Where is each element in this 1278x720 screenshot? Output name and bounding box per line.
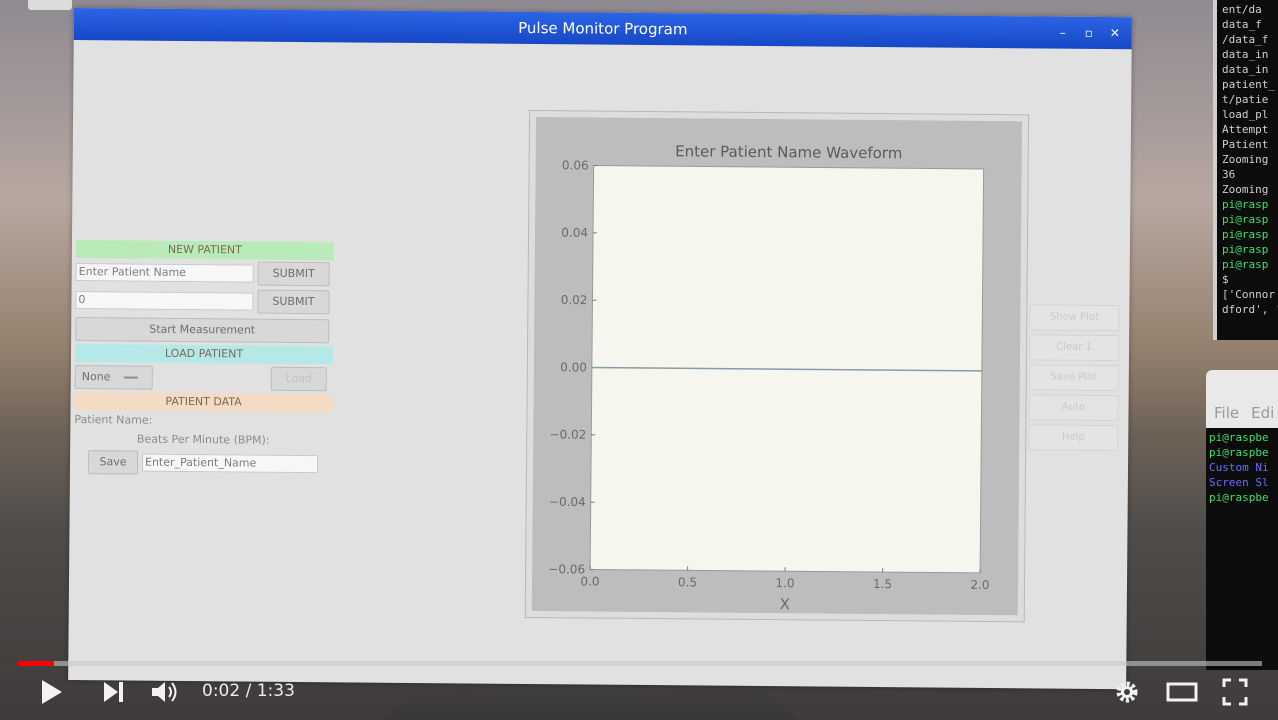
terminal-line: pi@rasp: [1222, 258, 1269, 271]
submit-id-button[interactable]: SUBMIT: [257, 289, 330, 315]
x-tick-label: 0.5: [678, 575, 697, 589]
terminal-line: pi@raspbe: [1209, 431, 1269, 444]
y-tick-label: 0.02: [561, 293, 588, 307]
load-patient-header: LOAD PATIENT: [74, 344, 334, 365]
patient-select[interactable]: None: [74, 365, 153, 390]
y-tick-label: 0.06: [562, 158, 589, 172]
bpm-label: Beats Per Minute (BPM):: [136, 432, 270, 447]
window-title: Pulse Monitor Program: [518, 18, 688, 39]
start-measurement-button[interactable]: Start Measurement: [75, 317, 330, 344]
terminal-line: dford', ': [1222, 303, 1278, 316]
terminal-line: data_in: [1222, 63, 1269, 76]
video-controls: 0:02 / 1:33: [0, 668, 1278, 720]
terminal-line: data_in: [1222, 48, 1269, 61]
settings-gear-icon[interactable]: [1114, 678, 1140, 706]
maximize-icon[interactable]: ▫: [1084, 25, 1093, 40]
save-filename-input[interactable]: Enter_Patient_Name: [141, 453, 319, 474]
new-patient-header: NEW PATIENT: [75, 240, 334, 261]
patient-select-value: None: [81, 370, 111, 384]
terminal-line: 36: [1222, 168, 1236, 181]
patient-id-input[interactable]: 0: [75, 291, 254, 311]
volume-icon[interactable]: [150, 678, 182, 706]
plot-toolbar: Show Plot Clear 1 Save Plot Auto Help: [1028, 304, 1120, 455]
terminal-output: pi@raspbe pi@raspbe Custom Ni Screen Sl pi@r…: [1206, 428, 1278, 505]
terminal-line: ['Connor: [1222, 288, 1275, 301]
terminal-line: Screen Sl: [1209, 476, 1269, 489]
close-icon[interactable]: ✕: [1109, 26, 1120, 41]
load-button[interactable]: Load: [270, 366, 327, 392]
x-tick-label: 2.0: [970, 578, 989, 592]
terminal-menu-file[interactable]: File: [1214, 404, 1240, 422]
corner-tab: [28, 0, 72, 10]
terminal-line: Attempt: [1222, 123, 1269, 136]
y-tick-label: −0.02: [549, 427, 586, 441]
terminal-line: ent/da: [1222, 3, 1262, 16]
plot-toolbar-button[interactable]: Help: [1028, 424, 1119, 452]
terminal-line: Zooming: [1222, 183, 1269, 196]
terminal-line: Patient: [1222, 138, 1269, 151]
patient-data-header: PATIENT DATA: [74, 392, 333, 413]
terminal-line: pi@rasp: [1222, 213, 1269, 226]
dropdown-icon: [123, 376, 138, 379]
plot-frame: Enter Patient Name Waveform 0.06 0.04 0.02 0…: [524, 109, 1030, 623]
terminal-line: /data_f: [1222, 33, 1269, 46]
terminal-line: load_pl: [1222, 108, 1269, 121]
terminal-line: t/patie: [1222, 93, 1269, 106]
window-titlebar[interactable]: Pulse Monitor Program – ▫ ✕: [73, 8, 1132, 50]
plot-toolbar-button[interactable]: Auto: [1028, 394, 1119, 422]
terminal-line: Zooming: [1222, 153, 1269, 166]
x-tick-label: 0.0: [580, 574, 599, 588]
x-tick-label: 1.5: [873, 577, 892, 591]
terminal-menu-edit[interactable]: Edi: [1251, 404, 1275, 422]
terminal-line: pi@raspbe: [1209, 446, 1269, 459]
series-line: [591, 366, 982, 372]
video-progress-fill: [18, 661, 55, 666]
y-tick-label: 0.00: [560, 360, 587, 374]
fullscreen-icon[interactable]: [1222, 678, 1248, 706]
x-tick-label: 1.0: [775, 576, 794, 590]
terminal-bottom-right: File Edi pi@raspbe pi@raspbe Custom Ni Scree…: [1206, 370, 1278, 670]
y-tick-label: −0.06: [548, 562, 585, 576]
theater-mode-icon[interactable]: [1166, 678, 1198, 706]
terminal-menubar: File Edi: [1206, 370, 1278, 428]
video-time: 0:02 / 1:33: [202, 681, 295, 701]
terminal-line: patient_: [1222, 78, 1275, 91]
terminal-line: pi@rasp: [1222, 243, 1269, 256]
waveform-chart: Enter Patient Name Waveform 0.06 0.04 0.02 0…: [548, 142, 989, 613]
left-panel: NEW PATIENT Enter Patient Name SUBMIT 0 …: [74, 240, 334, 478]
plot-toolbar-button[interactable]: Clear 1: [1028, 334, 1120, 362]
app-window: Pulse Monitor Program – ▫ ✕ NEW PATIENT …: [68, 8, 1132, 690]
terminal-line: pi@rasp: [1222, 198, 1269, 211]
chart-title: Enter Patient Name Waveform: [675, 142, 902, 162]
next-icon[interactable]: [102, 678, 126, 706]
patient-name-input[interactable]: Enter Patient Name: [75, 263, 254, 283]
minimize-icon[interactable]: –: [1059, 25, 1066, 40]
submit-name-button[interactable]: SUBMIT: [257, 261, 330, 287]
terminal-line: data_f: [1222, 18, 1262, 31]
terminal-line: pi@raspbe: [1209, 491, 1269, 504]
plot-toolbar-button[interactable]: Show Plot: [1029, 304, 1120, 332]
x-axis-label: X: [780, 595, 790, 613]
save-button[interactable]: Save: [87, 450, 139, 475]
terminal-line: Custom Ni: [1209, 461, 1269, 474]
terminal-line: $: [1222, 273, 1229, 286]
terminal-line: pi@rasp: [1222, 228, 1269, 241]
y-tick-label: 0.04: [561, 226, 588, 240]
video-progress-track[interactable]: [18, 661, 1262, 666]
plot-toolbar-button[interactable]: Save Plot: [1028, 364, 1119, 392]
play-icon[interactable]: [40, 678, 64, 706]
y-tick-label: −0.04: [549, 495, 586, 509]
patient-name-label: Patient Name:: [74, 412, 153, 427]
